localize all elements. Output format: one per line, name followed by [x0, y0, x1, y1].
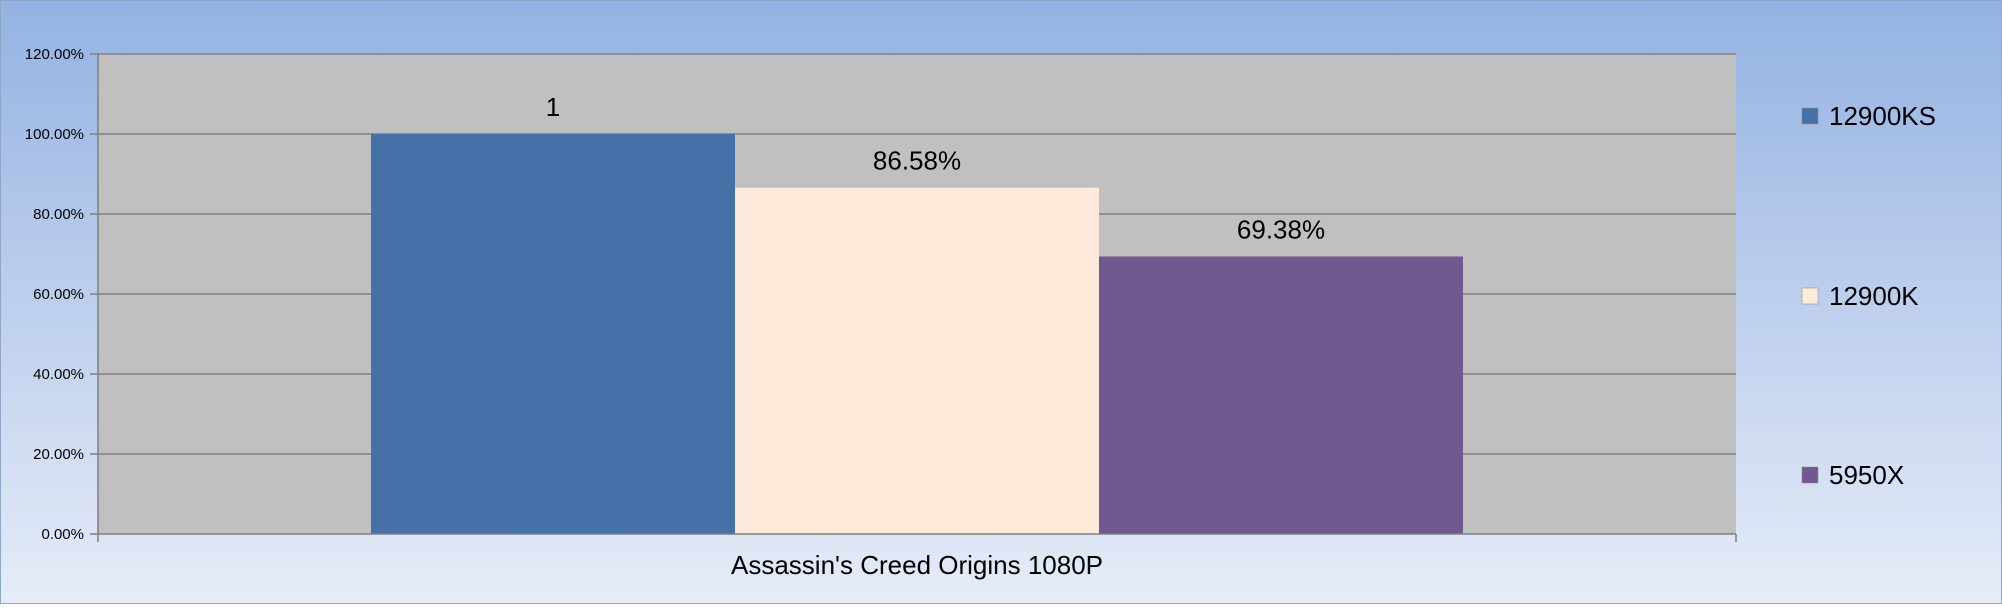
y-tick-label: 80.00%: [33, 206, 84, 223]
legend: 12900KS 12900K 5950X: [1801, 101, 1936, 490]
bar-5950x: [1099, 256, 1463, 534]
y-tick-label: 20.00%: [33, 446, 84, 463]
legend-swatch-12900k: [1801, 287, 1819, 305]
y-tick-label: 60.00%: [33, 286, 84, 303]
y-tick-label: 0.00%: [41, 526, 84, 543]
y-tick-label: 40.00%: [33, 366, 84, 383]
x-category-label: Assassin's Creed Origins 1080P: [731, 550, 1103, 580]
legend-label-12900ks: 12900KS: [1829, 101, 1936, 131]
y-tick-label: 120.00%: [25, 46, 84, 63]
data-label: 69.38%: [1237, 214, 1325, 244]
bar-12900k: [735, 187, 1099, 534]
data-label: 86.58%: [873, 146, 961, 176]
legend-swatch-5950x: [1801, 466, 1819, 484]
legend-label-12900k: 12900K: [1829, 281, 1919, 311]
axes: 0.00% 20.00% 40.00% 60.00% 80.00% 100.00% 120.…: [25, 46, 1737, 580]
y-tick-label: 100.00%: [25, 126, 84, 143]
legend-label-5950x: 5950X: [1829, 460, 1904, 490]
data-labels: 1 86.58% 69.38%: [546, 92, 1325, 244]
data-label: 1: [546, 92, 560, 122]
bars: [371, 134, 1463, 534]
bar-12900ks: [371, 134, 735, 534]
legend-swatch-12900ks: [1801, 107, 1819, 125]
